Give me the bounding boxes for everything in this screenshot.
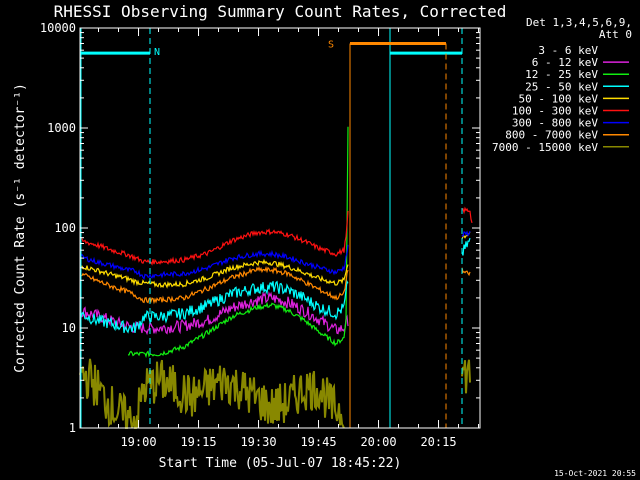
night-label: N: [154, 47, 160, 58]
y-tick-label: 10000: [40, 21, 76, 35]
legend-label: 50 - 100 keV: [519, 92, 599, 105]
series-line: [461, 267, 471, 277]
x-tick-label: 19:15: [180, 435, 216, 449]
series-line: [461, 359, 471, 394]
series-6: [79, 230, 471, 280]
series-line: [461, 230, 471, 238]
axis-layer: 1 10 100 1000 10000 19:00 19:15 19:30 19:45 20:00…: [40, 21, 480, 449]
timestamp: 15-Oct-2021 20:55: [554, 469, 636, 478]
legend-label: 300 - 800 keV: [512, 117, 598, 130]
series-3: [79, 237, 471, 334]
series-5: [79, 206, 473, 266]
series-line: [79, 279, 349, 334]
y-tick-label: 10: [62, 321, 76, 335]
legend-label: 3 - 6 keV: [538, 44, 598, 57]
series-line: [79, 358, 345, 429]
legend-item: 50 - 100 keV: [519, 92, 629, 105]
legend-label: 12 - 25 keV: [525, 68, 598, 81]
x-tick-label: 19:45: [300, 435, 336, 449]
legend-item: 3 - 6 keV: [538, 44, 629, 57]
legend-label: 7000 - 15000 keV: [492, 141, 598, 154]
series-7: [79, 265, 471, 305]
legend-item: 12 - 25 keV: [525, 68, 629, 81]
x-tick-label: 19:30: [240, 435, 276, 449]
legend-item: 6 - 12 keV: [532, 56, 629, 69]
x-tick-label: 19:00: [120, 435, 156, 449]
series-line: [79, 258, 349, 289]
y-tick-label: 1: [69, 421, 76, 435]
y-tick-label: 100: [54, 221, 76, 235]
series-2: [128, 126, 349, 359]
legend-item: 800 - 7000 keV: [505, 129, 629, 142]
series-line: [461, 206, 473, 224]
saa-label: S: [328, 39, 334, 50]
legend-header: Det 1,3,4,5,6,9,: [526, 16, 632, 29]
legend-label: 800 - 7000 keV: [505, 129, 598, 142]
legend-item: 300 - 800 keV: [512, 117, 629, 130]
legend-item: 100 - 300 keV: [512, 105, 629, 118]
series-line: [79, 265, 349, 305]
series-layer: [79, 126, 473, 429]
legend-item: 25 - 50 keV: [525, 80, 629, 93]
x-tick-label: 20:15: [420, 435, 456, 449]
series-8: [79, 358, 471, 429]
legend-label: 6 - 12 keV: [532, 56, 599, 69]
series-line: [128, 126, 349, 359]
x-tick-label: 20:00: [360, 435, 396, 449]
series-line: [79, 210, 349, 266]
y-tick-label: 1000: [47, 121, 76, 135]
series-line: [79, 244, 349, 280]
y-axis-label: Corrected Count Rate (s⁻¹ detector⁻¹): [13, 83, 28, 373]
legend-header-attenuator: Att 0: [599, 28, 632, 41]
chart-title: RHESSI Observing Summary Count Rates, Co…: [54, 2, 507, 21]
series-line: [461, 237, 471, 256]
x-axis-label: Start Time (05-Jul-07 18:45:22): [159, 456, 402, 471]
legend-label: 100 - 300 keV: [512, 105, 598, 118]
legend-item: 7000 - 15000 keV: [492, 141, 629, 154]
legend-label: 25 - 50 keV: [525, 80, 598, 93]
